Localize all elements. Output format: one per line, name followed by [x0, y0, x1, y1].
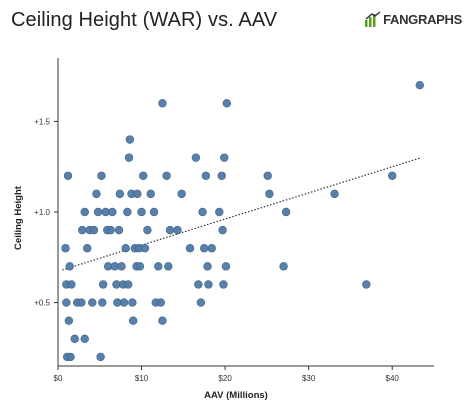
trendline	[61, 157, 422, 271]
data-points	[61, 80, 424, 362]
data-point	[388, 171, 397, 180]
data-point	[204, 280, 213, 289]
x-tick-label: $40	[386, 374, 400, 383]
data-point	[140, 244, 150, 253]
data-point	[200, 244, 209, 253]
data-point	[64, 316, 74, 325]
data-point	[158, 99, 167, 108]
data-point	[218, 225, 227, 235]
data-point	[125, 135, 135, 144]
data-point	[162, 171, 171, 180]
data-point	[133, 189, 142, 199]
x-tick-label: $10	[135, 374, 149, 383]
data-point	[203, 262, 212, 271]
data-point	[149, 207, 159, 217]
data-point	[201, 171, 211, 180]
data-point	[108, 207, 117, 217]
data-point	[97, 171, 106, 180]
data-point	[129, 316, 138, 325]
data-point	[115, 189, 125, 199]
data-point	[93, 207, 103, 217]
data-point	[63, 171, 73, 180]
data-point	[143, 225, 152, 235]
data-point	[137, 207, 146, 217]
data-point	[217, 171, 226, 180]
data-point	[128, 298, 137, 307]
x-axis-title: AAV (Millions)	[204, 390, 268, 401]
fangraphs-logo-icon	[365, 11, 381, 27]
data-point	[92, 189, 101, 199]
data-point	[78, 225, 87, 235]
data-point	[196, 298, 206, 307]
data-point	[154, 262, 163, 271]
data-point	[185, 244, 195, 253]
data-point	[119, 298, 129, 307]
data-point	[221, 262, 231, 271]
data-point	[80, 334, 89, 344]
data-point	[123, 207, 132, 217]
y-axis-title: Ceiling Height	[13, 185, 24, 250]
data-point	[121, 244, 130, 253]
data-point	[265, 189, 274, 199]
data-point	[362, 280, 371, 289]
chart-title: Ceiling Height (WAR) vs. AAV	[11, 9, 278, 31]
x-tick-label: $30	[302, 374, 316, 383]
data-point	[65, 262, 74, 271]
data-point	[66, 352, 75, 362]
data-point	[191, 153, 201, 162]
data-point	[98, 298, 107, 307]
data-point	[164, 262, 173, 271]
brand-name: FANGRAPHS	[383, 12, 462, 27]
data-point	[158, 316, 167, 325]
data-point	[139, 171, 148, 180]
data-point	[146, 189, 155, 199]
data-point	[96, 352, 105, 362]
data-point	[67, 280, 76, 289]
data-point	[114, 225, 124, 235]
data-point	[117, 262, 126, 271]
data-point	[135, 262, 145, 271]
brand-logo: FANGRAPHS	[364, 11, 462, 28]
data-point	[207, 244, 216, 253]
data-point	[198, 207, 207, 217]
data-point	[173, 225, 182, 235]
data-point	[98, 280, 108, 289]
x-ticks: $0 $10 $20 $30 $40	[54, 366, 400, 383]
data-point	[220, 153, 229, 162]
data-point	[330, 189, 339, 199]
y-ticks: +0.5 +1.0 +1.5	[34, 117, 58, 308]
data-point	[415, 80, 424, 90]
data-point	[61, 244, 70, 253]
data-point	[124, 153, 134, 162]
data-point	[88, 298, 97, 307]
y-tick-label: +1.5	[34, 117, 50, 126]
data-point	[165, 225, 175, 235]
data-point	[106, 225, 115, 235]
data-point	[80, 207, 89, 217]
data-point	[219, 280, 228, 289]
trendline-layer	[61, 157, 422, 271]
data-point	[177, 189, 186, 199]
y-tick-label: +0.5	[34, 299, 50, 308]
data-point	[156, 298, 165, 307]
data-point	[194, 280, 203, 289]
x-tick-label: $20	[218, 374, 232, 383]
data-point	[77, 298, 86, 307]
data-point	[222, 99, 231, 108]
data-point	[83, 244, 92, 253]
data-point	[279, 262, 288, 271]
data-point	[89, 225, 99, 235]
y-tick-label: +1.0	[34, 208, 50, 217]
data-point	[123, 280, 133, 289]
data-point	[281, 207, 291, 217]
data-point	[70, 334, 79, 344]
data-point	[62, 298, 71, 307]
data-point	[215, 207, 224, 217]
data-point	[263, 171, 272, 180]
x-tick-label: $0	[54, 374, 63, 383]
